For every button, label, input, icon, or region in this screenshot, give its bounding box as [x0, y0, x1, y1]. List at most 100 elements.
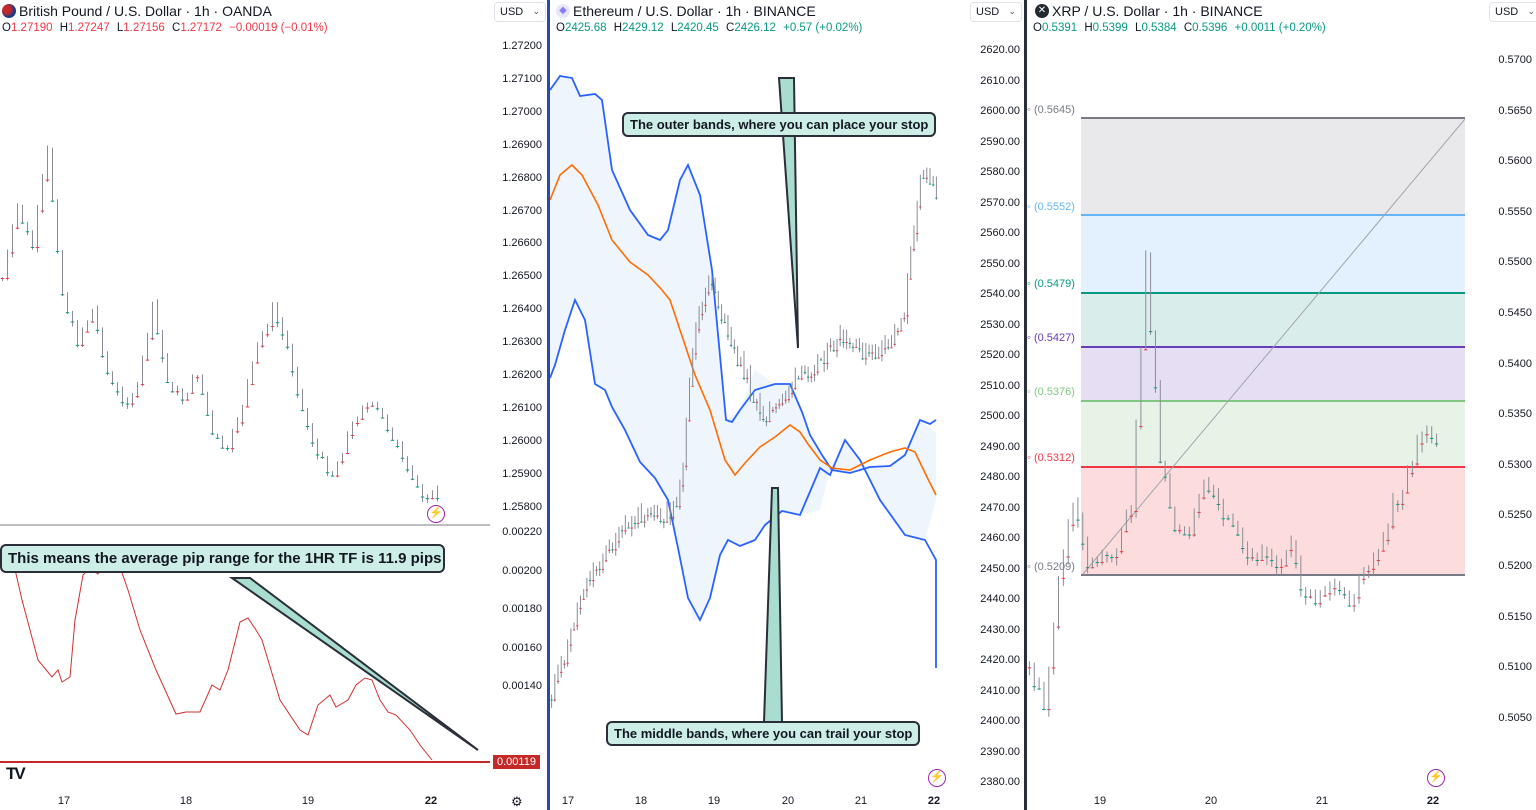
gbpusd-chart-pane[interactable]: British Pound / U.S. Dollar · 1h · OANDA…: [0, 0, 547, 810]
settings-icon[interactable]: ⚙: [511, 794, 523, 809]
price-tick: 0.5700: [1498, 54, 1532, 66]
ethereum-icon: ◆: [556, 4, 570, 18]
price-tick: 2540.00: [980, 288, 1020, 300]
fib-level-label: ◦ (0.5427): [1027, 332, 1075, 344]
price-tick: 0.00220: [502, 526, 542, 538]
price-tick: 0.5050: [1498, 711, 1532, 724]
price-tick: 2470.00: [980, 501, 1020, 514]
price-tick: 2390.00: [980, 745, 1020, 758]
price-tick: 0.5450: [1498, 307, 1532, 319]
currency-select[interactable]: USD ⌄: [494, 2, 546, 22]
time-axis[interactable]: 17 18 19 22: [57, 795, 438, 807]
fib-level-label: ◦ (0.5552): [1027, 201, 1075, 213]
chevron-down-icon: ⌄: [1527, 6, 1535, 16]
price-tick: 1.26000: [502, 434, 542, 447]
fib-level-label: ◦ (0.5645): [1027, 104, 1075, 116]
price-tick: 2490.00: [980, 440, 1020, 453]
price-tick: 2580.00: [980, 166, 1020, 178]
price-tick: 1.26300: [502, 336, 542, 349]
price-tick: 1.26100: [502, 401, 542, 414]
price-tick: 2620.00: [980, 44, 1020, 56]
fib-level-label: ◦ (0.5479): [1027, 278, 1075, 290]
xrpusd-chart-pane[interactable]: ✕ XRP / U.S. Dollar · 1h · BINANCE O0.53…: [1027, 0, 1536, 810]
pane-divider[interactable]: [547, 0, 550, 810]
price-axis[interactable]: 1.27200 1.27100 1.27000 1.26900 1.26800 1.267…: [490, 0, 542, 525]
fib-level-label: ◦ (0.5376): [1027, 386, 1075, 398]
ohlc-values: O2425.68 H2429.12 L2420.45 C2426.12 +0.5…: [556, 22, 863, 34]
price-tick: 2560.00: [980, 227, 1020, 239]
chevron-down-icon: ⌄: [532, 6, 540, 16]
tradingview-logo[interactable]: TV: [6, 764, 26, 783]
indicator-axis[interactable]: 0.00220 0.00200 0.00180 0.00160 0.00140: [490, 525, 542, 765]
price-axis[interactable]: 0.5700 0.5650 0.5600 0.5550 0.5500 0.5450 0.54…: [1475, 0, 1532, 790]
price-tick: 2480.00: [980, 471, 1020, 483]
lightning-icon[interactable]: ⚡: [1427, 769, 1445, 787]
ethusd-chart-pane[interactable]: ◆ Ethereum / U.S. Dollar · 1h · BINANCE …: [550, 0, 1024, 810]
time-axis[interactable]: 17 18 19 20 21 22: [561, 795, 941, 807]
ethusd-candles: [550, 75, 938, 723]
lightning-icon[interactable]: ⚡: [928, 769, 946, 787]
price-tick: 1.26900: [502, 138, 542, 151]
price-tick: 0.00200: [502, 564, 542, 577]
price-tick: 2570.00: [980, 196, 1020, 209]
price-tick: 1.26200: [502, 369, 542, 381]
price-tick: 2400.00: [980, 715, 1020, 727]
price-tick: 1.26700: [502, 204, 542, 217]
price-tick: 2380.00: [980, 776, 1020, 788]
price-tick: 0.00160: [502, 641, 542, 654]
price-tick: 0.5550: [1498, 205, 1532, 218]
ohlc-values: O1.27190 H1.27247 L1.27156 C1.27172 −0.0…: [2, 22, 328, 34]
gbp-usd-flag-icon: [2, 4, 16, 18]
price-tick: 1.26800: [502, 171, 542, 184]
price-tick: 1.25800: [502, 500, 542, 513]
price-tick: 0.5600: [1498, 155, 1532, 168]
price-tick: 2410.00: [980, 684, 1020, 697]
price-tick: 2610.00: [980, 74, 1020, 87]
price-tick: 2550.00: [980, 257, 1020, 270]
price-tick: 2460.00: [980, 532, 1020, 544]
price-tick: 2440.00: [980, 593, 1020, 605]
price-tick: 1.26600: [502, 237, 542, 250]
price-tick: 2600.00: [980, 105, 1020, 117]
price-tick: 0.5350: [1498, 408, 1532, 421]
ohlc-values: O0.5391 H0.5399 L0.5384 C0.5396 +0.0011 …: [1033, 22, 1326, 34]
chevron-down-icon: ⌄: [1008, 6, 1016, 16]
price-tick: 2450.00: [980, 562, 1020, 575]
price-tick: 0.00180: [502, 603, 542, 615]
currency-select[interactable]: USD ⌄: [970, 2, 1022, 22]
price-tick: 0.00140: [502, 680, 542, 692]
price-tick: 0.5500: [1498, 256, 1532, 269]
fib-level-label: ◦ (0.5312): [1027, 452, 1075, 464]
currency-select[interactable]: USD ⌄: [1489, 2, 1536, 22]
chart-title[interactable]: British Pound / U.S. Dollar · 1h · OANDA: [2, 3, 272, 19]
price-axis[interactable]: 2620.00 2610.00 2600.00 2590.00 2580.00 2570.…: [964, 0, 1020, 790]
price-tick: 1.26500: [502, 270, 542, 283]
price-tick: 0.5200: [1498, 560, 1532, 572]
pane-divider[interactable]: [1024, 0, 1027, 810]
price-tick: 1.26400: [502, 303, 542, 316]
atr-value-tag: 0.00119: [493, 755, 540, 769]
price-tick: 2420.00: [980, 654, 1020, 666]
price-tick: 0.5650: [1498, 104, 1532, 117]
atr-callout: This means the average pip range for the…: [0, 544, 446, 573]
outer-bands-callout: The outer bands, where you can place you…: [622, 112, 937, 137]
price-tick: 1.27000: [502, 105, 542, 118]
price-tick: 2500.00: [980, 410, 1020, 422]
time-axis[interactable]: 19 20 21 22: [1093, 795, 1440, 807]
lightning-icon[interactable]: ⚡: [427, 505, 445, 523]
xrpusd-fib-chart: [1027, 117, 1466, 717]
price-tick: 0.5250: [1498, 509, 1532, 522]
price-tick: 2520.00: [980, 349, 1020, 361]
price-tick: 2530.00: [980, 318, 1020, 331]
chart-title[interactable]: ◆ Ethereum / U.S. Dollar · 1h · BINANCE: [556, 3, 816, 19]
price-tick: 0.5400: [1498, 357, 1532, 370]
chart-title[interactable]: ✕ XRP / U.S. Dollar · 1h · BINANCE: [1035, 3, 1263, 19]
price-tick: 2590.00: [980, 135, 1020, 148]
gbpusd-candles: [0, 145, 490, 763]
price-tick: 0.5300: [1498, 458, 1532, 471]
price-tick: 1.27200: [502, 40, 542, 52]
price-tick: 0.5100: [1498, 661, 1532, 674]
middle-bands-callout: The middle bands, where you can trail yo…: [606, 721, 921, 746]
price-tick: 1.27100: [502, 72, 542, 85]
price-tick: 0.5150: [1498, 610, 1532, 623]
